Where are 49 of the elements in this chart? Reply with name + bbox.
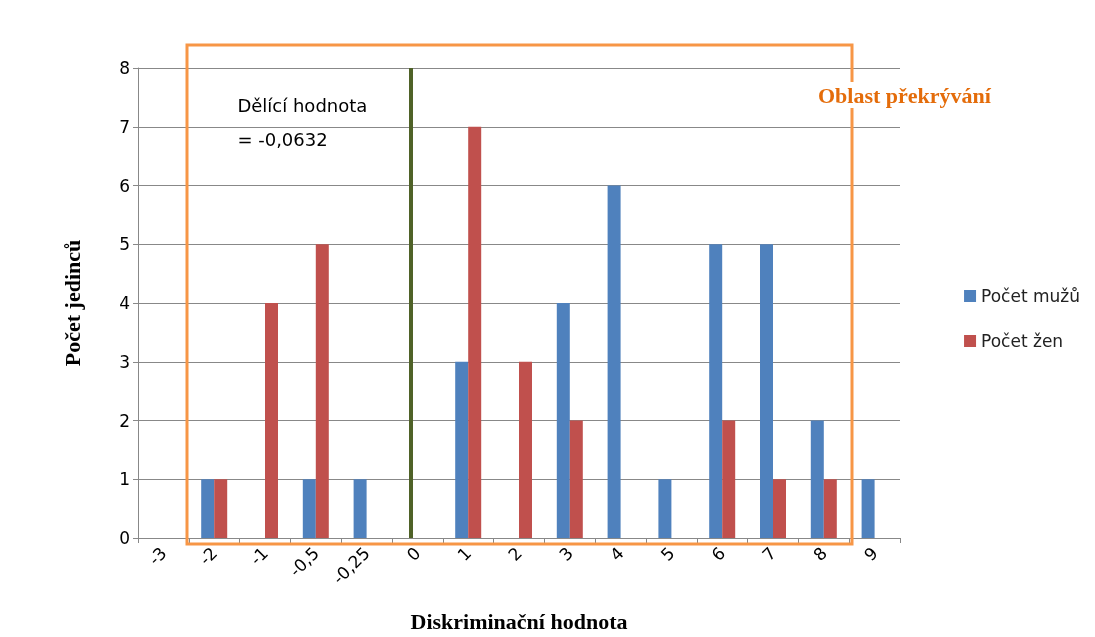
bar: [556, 303, 570, 538]
x-tick-label: 7: [758, 542, 781, 565]
x-tick-label: -0,5: [285, 542, 323, 581]
y-tick-label: 2: [119, 410, 130, 431]
x-tick-label: -1: [245, 542, 273, 570]
legend-label: Počet mužů: [981, 286, 1081, 306]
bar: [722, 420, 736, 538]
x-tick-label: -2: [195, 542, 222, 570]
bar: [823, 479, 837, 538]
x-tick-label: 1: [453, 542, 476, 565]
y-axis-title: Počet jedinců: [59, 239, 85, 367]
y-tick-label: 1: [119, 469, 130, 490]
x-tick-label: -3: [144, 542, 171, 570]
bar: [353, 479, 367, 538]
x-tick-label: 2: [504, 542, 527, 565]
annotation: Oblast překrývání: [818, 82, 992, 108]
bar: [810, 420, 824, 538]
x-tick-label: 8: [809, 542, 831, 565]
bar: [569, 420, 583, 538]
x-axis-title: Diskriminační hodnota: [410, 608, 628, 634]
bar: [265, 303, 278, 538]
bar: [302, 479, 316, 538]
bar: [760, 244, 773, 538]
x-tick-label: 5: [656, 542, 679, 565]
bar: [709, 244, 723, 538]
bar: [468, 126, 482, 538]
bar: [519, 361, 532, 538]
y-tick-label: 5: [119, 234, 130, 255]
y-tick-label: 8: [119, 58, 130, 78]
ref-line-label: Dělící hodnota = -0,0632: [237, 94, 374, 150]
bar: [861, 479, 875, 538]
x-tick-label: 6: [707, 542, 730, 565]
y-tick-label: 7: [119, 116, 130, 137]
y-tick-label: 6: [119, 175, 130, 196]
x-tick-label: 9: [859, 542, 882, 565]
x-tick-label: 0: [402, 542, 425, 565]
bar: [201, 479, 215, 538]
bar: [214, 479, 228, 538]
legend-label: Počet žen: [981, 331, 1064, 351]
y-tick-label: 0: [119, 528, 130, 548]
bar: [658, 479, 672, 538]
bar: [455, 361, 469, 538]
x-tick-label: 4: [605, 542, 628, 565]
bar: [607, 185, 621, 538]
y-tick-label: 3: [119, 351, 130, 372]
bar: [773, 479, 786, 538]
bar: [315, 244, 329, 538]
y-tick-label: 4: [119, 293, 130, 313]
x-tick-label: 3: [555, 542, 577, 565]
